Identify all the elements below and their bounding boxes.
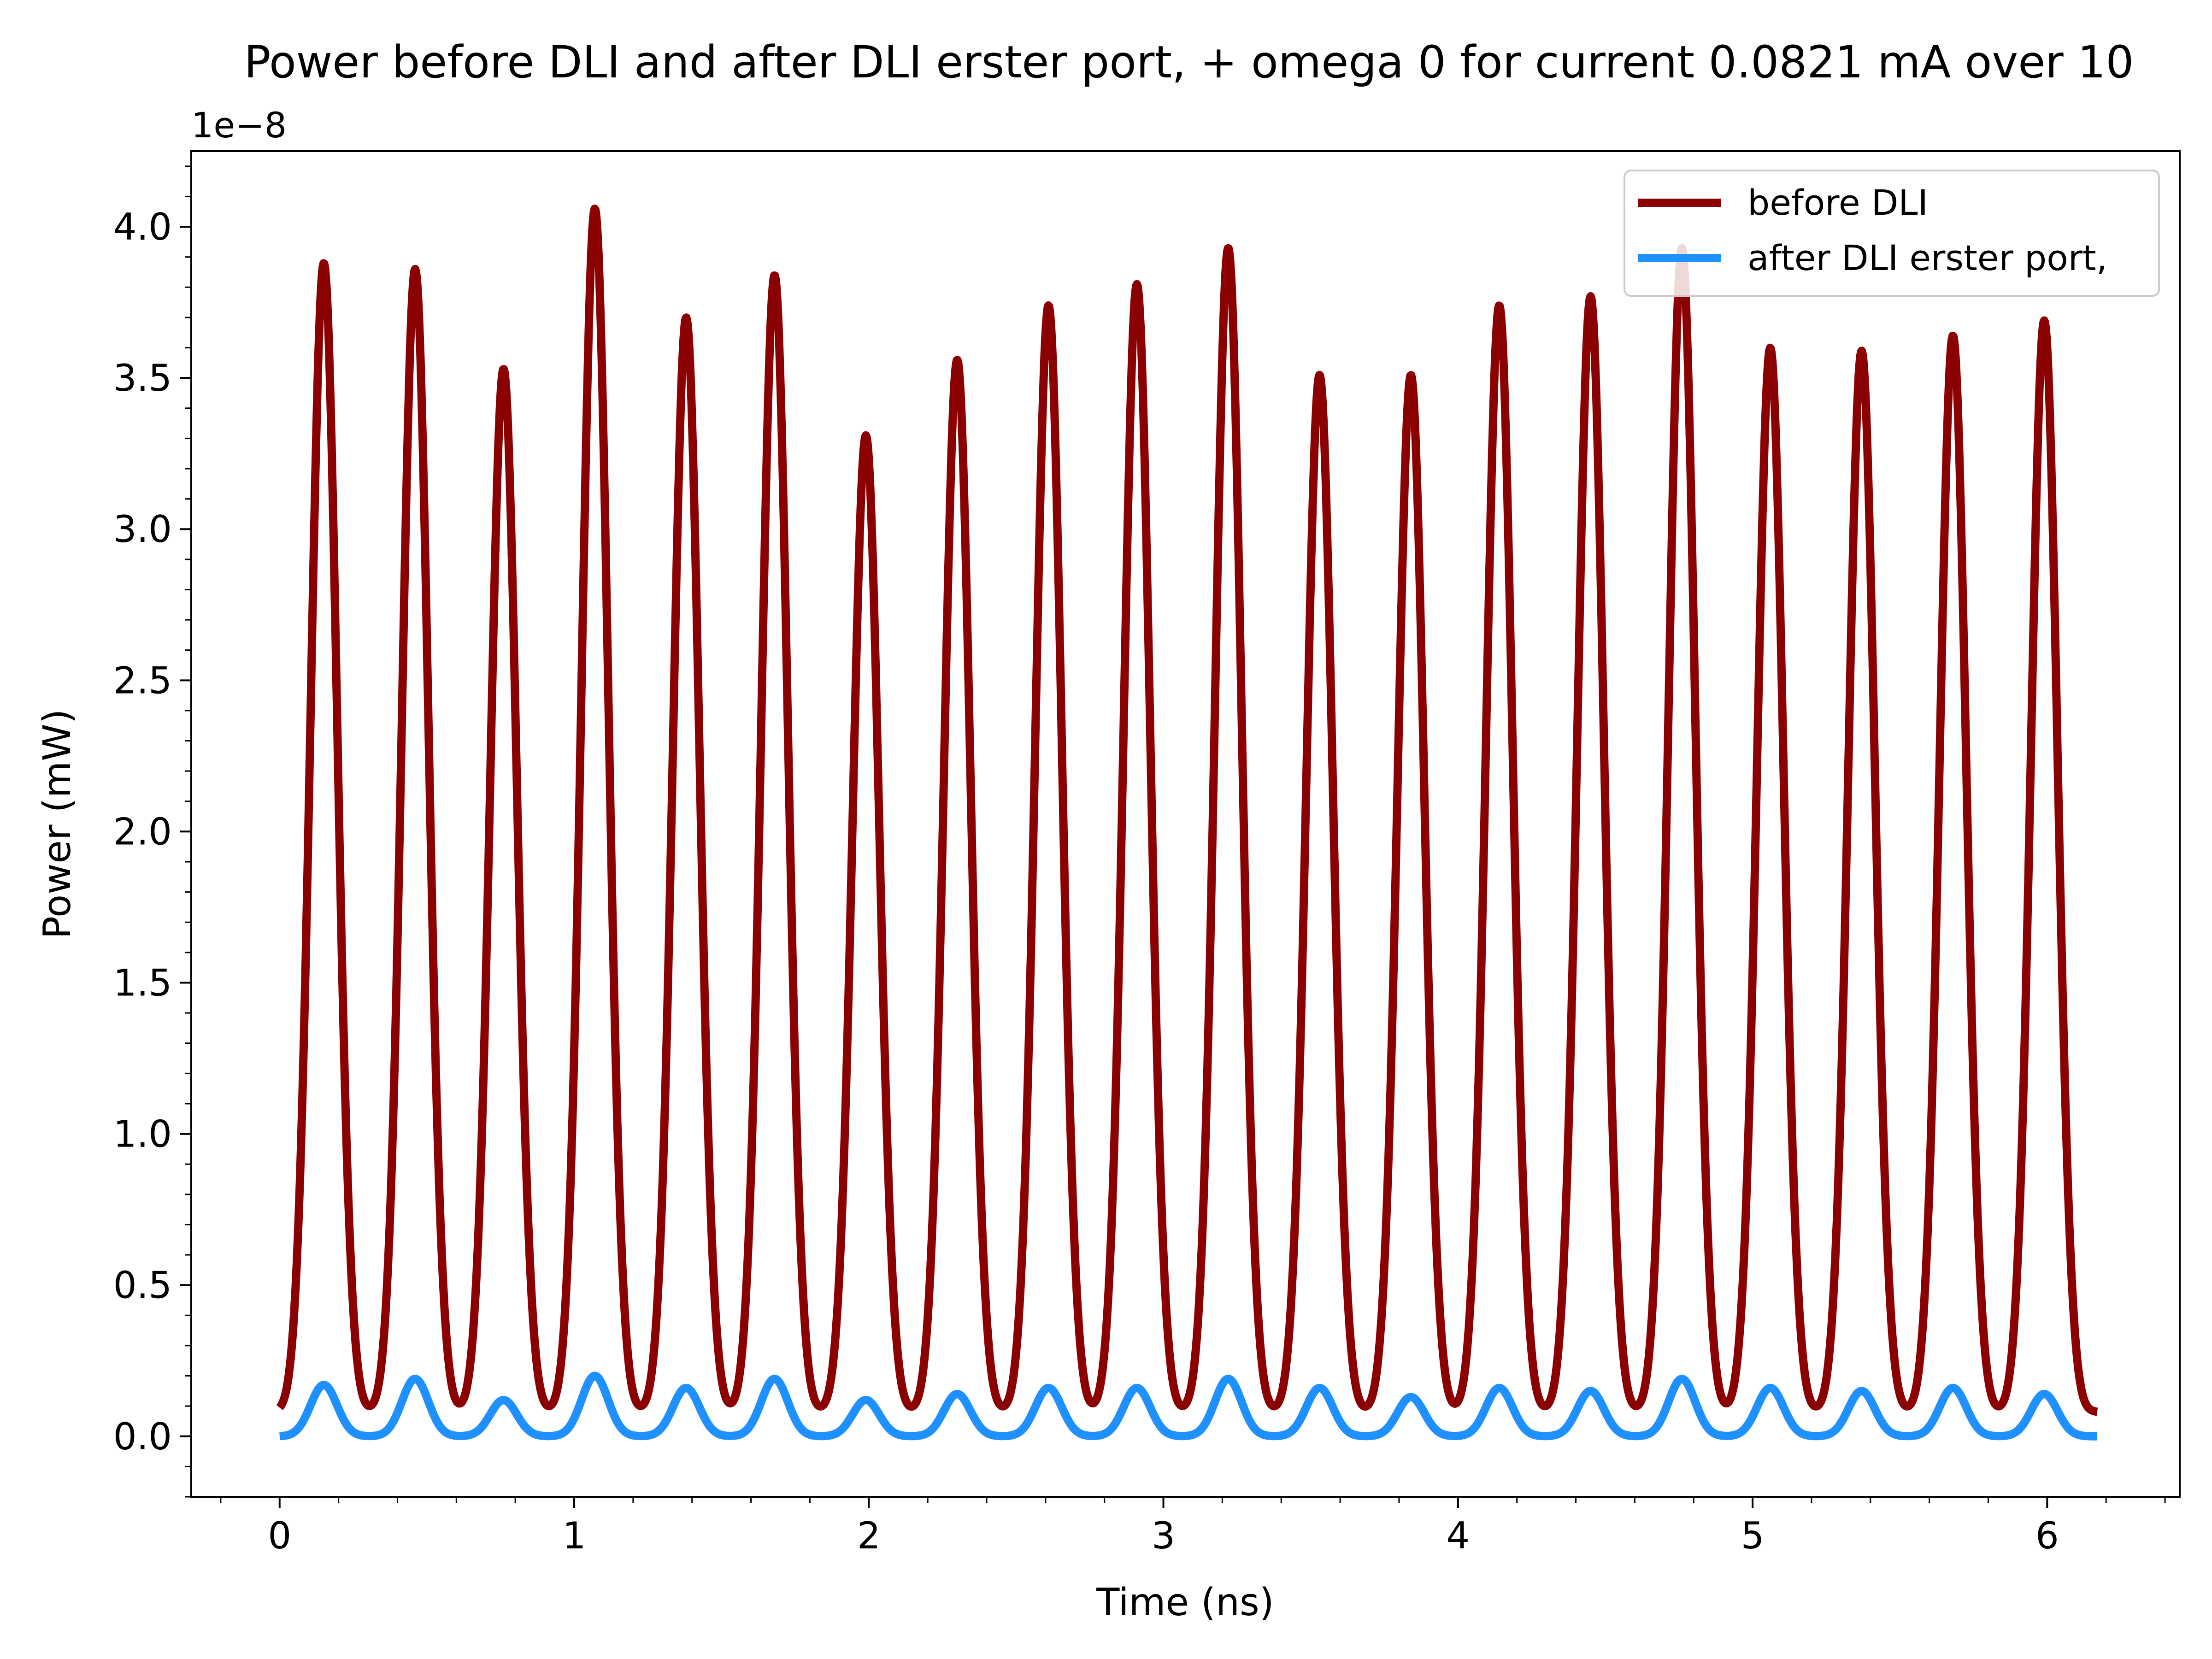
- x-tick-label-2: 2: [857, 1514, 881, 1557]
- y-tick-label-3: 1.5: [113, 961, 172, 1004]
- y-tick-label-6: 3.0: [113, 508, 172, 551]
- series-line-0: [276, 204, 2101, 1416]
- y-tick-label-1: 0.5: [113, 1264, 172, 1307]
- y-tick-label-7: 3.5: [113, 357, 172, 400]
- chart-title: Power before DLI and after DLI erster po…: [244, 36, 2134, 88]
- y-tick-label-0: 0.0: [113, 1415, 172, 1458]
- plot-frame: [190, 150, 2181, 1498]
- legend-label-before-dli: before DLI: [1747, 182, 1928, 223]
- y-axis-label: Power (mW): [35, 709, 79, 939]
- series-line-1: [276, 1371, 2101, 1441]
- y-tick-label-8: 4.0: [113, 206, 172, 248]
- x-axis: 0 1 2 3 4 5 6: [220, 1497, 2166, 1557]
- plot-area: [190, 150, 2181, 1498]
- x-axis-label: Time (ns): [1096, 1581, 1274, 1624]
- y-tick-label-5: 2.5: [113, 659, 172, 702]
- y-offset-label: 1e−8: [191, 105, 287, 146]
- x-tick-label-6: 6: [2036, 1514, 2059, 1557]
- x-tick-label-0: 0: [268, 1514, 291, 1557]
- y-tick-label-4: 2.0: [113, 810, 172, 853]
- legend-box: [1624, 170, 2160, 297]
- y-axis: 0.0 0.5 1.0 1.5 2.0 2.5 3.0 3.5 4.0: [113, 165, 191, 1498]
- x-tick-label-3: 3: [1152, 1514, 1175, 1557]
- legend-label-after-dli: after DLI erster port,: [1747, 237, 2107, 278]
- x-tick-label-1: 1: [563, 1514, 586, 1557]
- y-tick-label-2: 1.0: [113, 1113, 172, 1156]
- x-tick-label-4: 4: [1446, 1514, 1470, 1557]
- x-tick-label-5: 5: [1741, 1514, 1765, 1557]
- legend: before DLI after DLI erster port,: [1624, 170, 2160, 297]
